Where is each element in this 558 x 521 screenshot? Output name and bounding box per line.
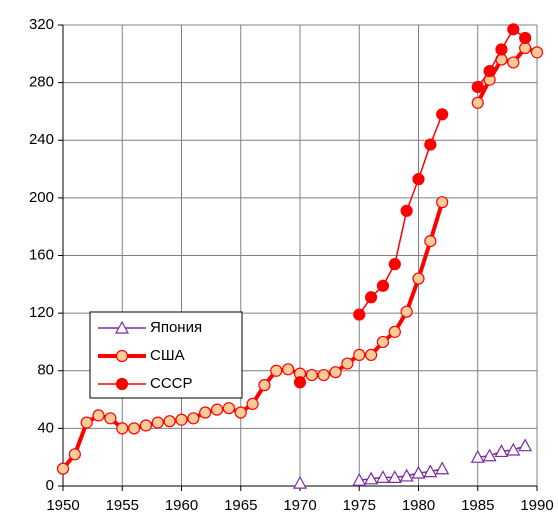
legend-marker xyxy=(115,377,129,391)
marker xyxy=(530,46,544,59)
x-tick-label: 1965 xyxy=(224,497,257,514)
y-tick-label: 40 xyxy=(37,419,54,436)
legend: Япония США СССР xyxy=(89,311,243,399)
marker xyxy=(234,406,247,419)
marker xyxy=(412,272,425,285)
marker xyxy=(305,368,318,382)
marker xyxy=(353,348,366,362)
legend-label: Япония xyxy=(150,319,202,336)
marker xyxy=(494,444,509,458)
marker xyxy=(282,363,295,376)
marker xyxy=(436,196,449,209)
marker xyxy=(210,403,224,416)
marker xyxy=(376,335,390,349)
series xyxy=(293,23,532,389)
marker xyxy=(399,468,414,482)
marker xyxy=(506,442,521,456)
y-tick-label: 320 xyxy=(29,16,54,33)
x-tick-label: 1970 xyxy=(283,497,316,514)
marker xyxy=(80,416,93,429)
marker xyxy=(329,366,342,379)
marker xyxy=(258,379,271,392)
marker xyxy=(341,357,354,370)
marker xyxy=(424,234,437,248)
marker xyxy=(519,41,532,55)
series xyxy=(56,41,544,475)
marker xyxy=(507,56,520,69)
marker xyxy=(292,475,308,489)
marker xyxy=(187,412,200,425)
marker xyxy=(139,419,153,432)
marker xyxy=(375,470,390,483)
marker xyxy=(317,368,330,382)
marker xyxy=(471,96,484,109)
y-tick-label: 80 xyxy=(37,362,54,379)
series xyxy=(292,438,533,489)
marker xyxy=(387,470,402,483)
marker xyxy=(400,204,413,217)
marker xyxy=(471,80,484,94)
marker xyxy=(470,449,485,463)
marker xyxy=(293,376,307,389)
marker xyxy=(495,43,508,56)
marker xyxy=(151,416,164,429)
marker xyxy=(400,305,413,318)
y-tick-label: 120 xyxy=(29,304,54,321)
marker xyxy=(56,462,70,475)
marker xyxy=(423,464,438,478)
x-tick-label: 1950 xyxy=(46,497,79,514)
marker xyxy=(518,438,533,452)
marker xyxy=(388,258,401,271)
marker xyxy=(352,472,367,486)
marker xyxy=(68,448,81,461)
legend-label: СССР xyxy=(150,375,193,392)
y-tick-label: 200 xyxy=(29,189,54,206)
marker xyxy=(116,422,129,435)
x-tick-label: 1990 xyxy=(520,497,553,514)
marker xyxy=(365,291,378,304)
x-tick-label: 1955 xyxy=(106,497,139,514)
x-tick-label: 1980 xyxy=(402,497,435,514)
marker xyxy=(222,402,235,415)
marker xyxy=(424,138,437,151)
x-tick-label: 1985 xyxy=(461,497,494,514)
y-tick-label: 160 xyxy=(29,246,54,263)
y-tick-label: 240 xyxy=(29,131,54,148)
marker xyxy=(104,412,117,425)
marker xyxy=(519,31,532,45)
legend-marker xyxy=(114,320,130,334)
marker xyxy=(92,409,105,422)
marker xyxy=(365,348,378,362)
x-tick-label: 1975 xyxy=(343,497,376,514)
marker xyxy=(364,471,379,485)
marker xyxy=(128,422,141,435)
marker xyxy=(353,308,366,321)
marker xyxy=(163,415,176,428)
marker xyxy=(246,397,259,410)
marker xyxy=(411,465,426,479)
marker xyxy=(175,413,188,426)
marker xyxy=(412,173,425,186)
marker xyxy=(435,461,450,475)
marker xyxy=(482,448,497,462)
marker xyxy=(270,364,283,377)
marker xyxy=(507,23,520,36)
marker xyxy=(388,325,401,338)
marker xyxy=(483,64,496,78)
y-tick-label: 0 xyxy=(46,477,54,494)
y-tick-label: 280 xyxy=(29,74,54,91)
legend-marker xyxy=(115,349,129,363)
legend-label: США xyxy=(150,347,185,364)
marker xyxy=(436,108,449,121)
x-tick-label: 1960 xyxy=(165,497,198,514)
marker xyxy=(199,406,212,419)
marker xyxy=(376,279,390,292)
